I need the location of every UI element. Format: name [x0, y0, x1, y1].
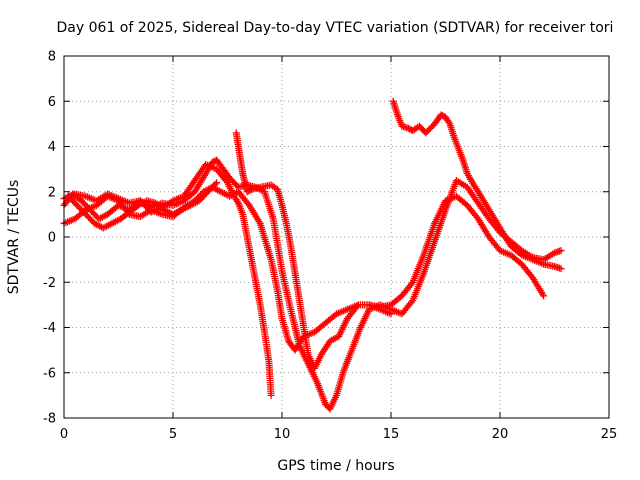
data-points — [60, 97, 565, 413]
data-point — [246, 186, 254, 194]
y-tick-label: 2 — [48, 185, 56, 200]
y-tick-label: 8 — [48, 50, 56, 65]
y-tick-label: -2 — [43, 276, 56, 291]
x-tick-label: 10 — [274, 427, 291, 442]
x-tick-label: 5 — [169, 427, 177, 442]
y-tick-label: -4 — [43, 321, 56, 336]
y-tick-label: 6 — [48, 95, 56, 110]
chart-title: Day 061 of 2025, Sidereal Day-to-day VTE… — [57, 20, 614, 36]
x-tick-label: 20 — [492, 427, 509, 442]
y-tick-label: -6 — [43, 366, 56, 381]
y-tick-label: -8 — [43, 412, 56, 427]
x-axis-title: GPS time / hours — [277, 458, 394, 474]
x-tick-label: 0 — [60, 427, 68, 442]
series-track-3 — [232, 129, 395, 372]
y-tick-label: 0 — [48, 231, 56, 246]
series-track-5 — [389, 97, 565, 273]
data-point — [540, 292, 548, 300]
data-point — [213, 179, 221, 187]
axis-ticks: 0 5 10 15 20 25 -8 -6 -4 -2 0 2 4 6 8 — [43, 50, 617, 443]
data-point — [211, 180, 219, 188]
data-point — [387, 310, 395, 318]
x-tick-label: 15 — [383, 427, 400, 442]
data-point — [557, 247, 565, 255]
data-point — [557, 265, 565, 273]
y-axis-title: SDTVAR / TECUs — [6, 180, 22, 295]
series-track-6 — [64, 179, 221, 232]
y-tick-label: 4 — [48, 140, 56, 155]
series-track-2 — [60, 161, 275, 399]
data-point — [267, 391, 275, 399]
grid-lines — [64, 56, 609, 418]
x-tick-label: 25 — [601, 427, 618, 442]
